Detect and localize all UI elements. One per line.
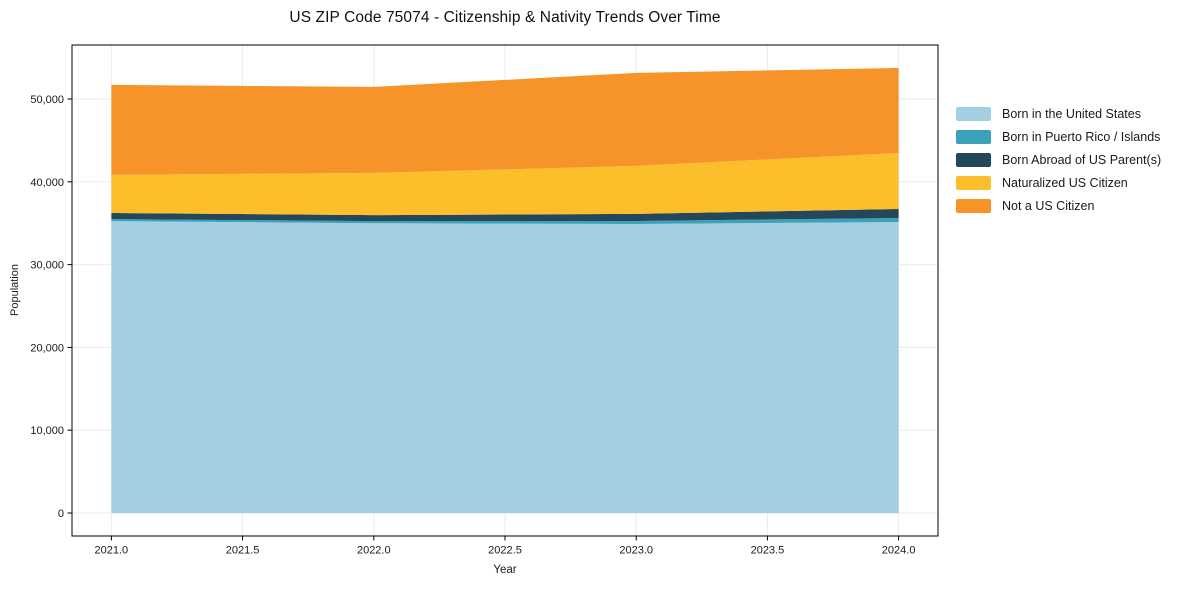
legend-label: Naturalized US Citizen [1002,176,1128,190]
area-not-a-us-citizen [111,67,899,175]
y-tick-label: 30,000 [30,260,64,272]
y-tick-label: 50,000 [30,94,64,106]
legend-label: Born Abroad of US Parent(s) [1002,153,1162,167]
x-tick-label: 2023.0 [619,545,653,557]
legend-item-born-in-puerto-rico-islands: Born in Puerto Rico / Islands [956,130,1161,144]
legend-swatch-icon [956,130,991,144]
legend-swatch-icon [956,176,991,190]
area-born-in-the-united-states [111,221,899,513]
legend-swatch-icon [956,199,991,213]
y-tick-label: 10,000 [30,425,64,437]
x-tick-label: 2021.5 [226,545,260,557]
x-tick-label: 2021.0 [95,545,129,557]
x-tick-label: 2023.5 [751,545,785,557]
legend-item-naturalized-us-citizen: Naturalized US Citizen [956,176,1161,190]
legend-item-born-in-the-united-states: Born in the United States [956,107,1161,121]
area-born-abroad-of-us-parent-s [111,209,899,222]
x-tick-label: 2022.5 [488,545,522,557]
legend: Born in the United States Born in Puerto … [956,107,1161,222]
legend-swatch-icon [956,153,991,167]
x-axis-label: Year [493,564,517,576]
legend-label: Born in Puerto Rico / Islands [1002,130,1161,144]
y-tick-label: 40,000 [30,177,64,189]
chart-title: US ZIP Code 75074 - Citizenship & Nativi… [289,9,721,26]
legend-item-born-abroad-of-us-parent-s: Born Abroad of US Parent(s) [956,153,1161,167]
area-born-in-puerto-rico-islands [111,218,899,224]
legend-item-not-a-us-citizen: Not a US Citizen [956,199,1161,213]
y-tick-label: 0 [58,508,64,520]
area-naturalized-us-citizen [111,153,899,216]
x-tick-label: 2022.0 [357,545,391,557]
y-tick-label: 20,000 [30,342,64,354]
legend-label: Not a US Citizen [1002,199,1095,213]
x-tick-label: 2024.0 [882,545,916,557]
legend-swatch-icon [956,107,991,121]
legend-label: Born in the United States [1002,107,1141,121]
